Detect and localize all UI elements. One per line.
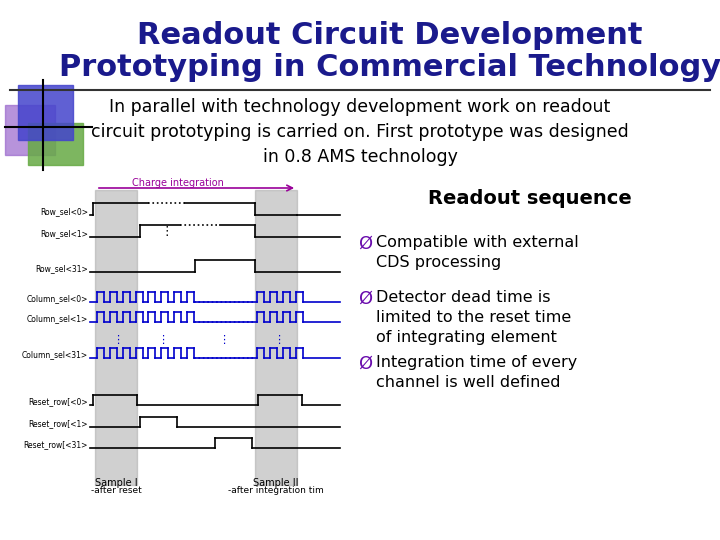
- Text: Row_sel<31>: Row_sel<31>: [35, 265, 88, 273]
- Bar: [255, 190, 297, 485]
- Text: Ø: Ø: [358, 355, 372, 373]
- Text: Sample I: Sample I: [95, 478, 138, 488]
- Text: Row_sel<1>: Row_sel<1>: [40, 230, 88, 239]
- Text: -after reset: -after reset: [91, 486, 141, 495]
- Text: Prototyping in Commercial Technology: Prototyping in Commercial Technology: [59, 52, 720, 82]
- Text: Reset_row[<0>: Reset_row[<0>: [28, 397, 88, 407]
- Text: Compatible with external
CDS processing: Compatible with external CDS processing: [376, 235, 579, 270]
- Text: ⋮: ⋮: [218, 335, 230, 345]
- Text: Ø: Ø: [358, 235, 372, 253]
- Text: Charge integration: Charge integration: [132, 178, 224, 188]
- Text: Readout sequence: Readout sequence: [428, 188, 632, 207]
- Text: Reset_row[<31>: Reset_row[<31>: [24, 441, 88, 449]
- Text: ⋮: ⋮: [112, 335, 124, 345]
- Text: ⋮: ⋮: [158, 335, 168, 345]
- Text: Integration time of every
channel is well defined: Integration time of every channel is wel…: [376, 355, 577, 390]
- Bar: [18, 85, 73, 140]
- Text: In parallel with technology development work on readout
circuit prototyping is c: In parallel with technology development …: [91, 98, 629, 166]
- Text: Row_sel<0>: Row_sel<0>: [40, 207, 88, 217]
- Text: ⋮: ⋮: [274, 335, 284, 345]
- Text: Detector dead time is
limited to the reset time
of integrating element: Detector dead time is limited to the res…: [376, 290, 571, 345]
- Text: ⋮: ⋮: [161, 226, 174, 239]
- Text: Reset_row[<1>: Reset_row[<1>: [29, 420, 88, 429]
- Text: Column_sel<31>: Column_sel<31>: [22, 350, 88, 360]
- Text: -after integration tim: -after integration tim: [228, 486, 324, 495]
- Text: Ø: Ø: [358, 290, 372, 308]
- Bar: [5, 105, 55, 155]
- Bar: [28, 123, 83, 165]
- Bar: [95, 190, 137, 485]
- Text: Column_sel<1>: Column_sel<1>: [27, 314, 88, 323]
- Text: Readout Circuit Development: Readout Circuit Development: [138, 21, 643, 50]
- Text: Sample II: Sample II: [253, 478, 299, 488]
- Text: Column_sel<0>: Column_sel<0>: [27, 294, 88, 303]
